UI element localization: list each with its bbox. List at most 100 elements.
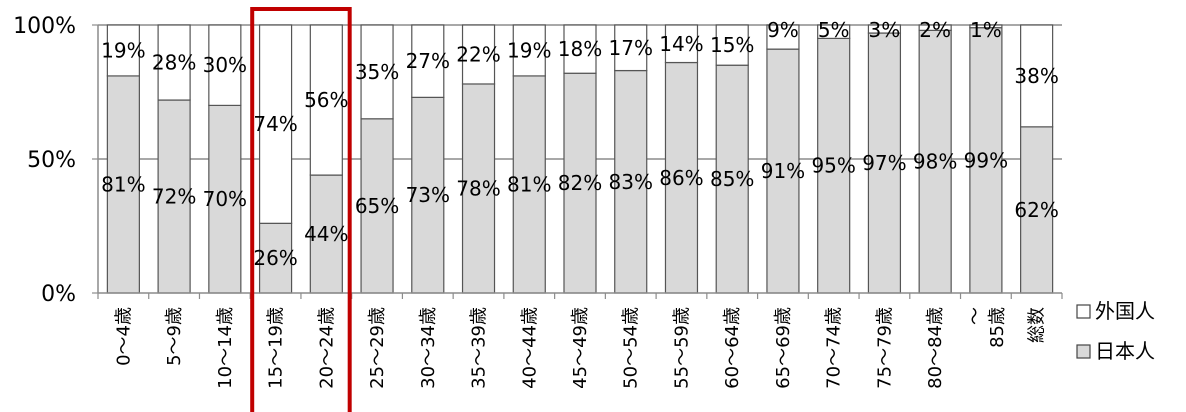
data-label-japanese: 62% — [1014, 198, 1058, 222]
bar-segment-foreign — [867, 24, 902, 34]
x-tick-labels: 0～4歳 5～9歳 10～14歳 15～19歳 20～24歳 25～29歳 30～34歳 35… — [113, 307, 1047, 389]
data-label-foreign: 38% — [1014, 64, 1058, 88]
data-label-foreign: 18% — [558, 37, 602, 61]
data-label-japanese: 44% — [304, 222, 348, 246]
bar-segment-foreign — [157, 24, 191, 101]
bar-segment-foreign — [360, 24, 394, 120]
data-label-foreign: 15% — [710, 33, 754, 57]
data-label-foreign: 14% — [659, 32, 703, 56]
data-label-japanese: 26% — [253, 246, 297, 270]
y-tick-label: 100% — [13, 14, 76, 39]
axes — [92, 24, 1063, 299]
bar-segment-japanese — [867, 32, 902, 294]
data-label-japanese: 73% — [406, 183, 450, 207]
data-label-foreign: 30% — [203, 53, 247, 77]
data-label-foreign: 17% — [609, 36, 653, 60]
x-tick-label: 15～19歳 — [266, 307, 287, 389]
bar-segment-japanese — [512, 75, 546, 294]
bar-segment-japanese — [664, 61, 699, 294]
x-tick-label: 65～69歳 — [773, 307, 794, 389]
bar-segment-foreign — [817, 24, 851, 39]
x-tick-label: 50～54歳 — [621, 307, 642, 389]
legend-label: 外国人 — [1095, 299, 1155, 323]
bar-segment-foreign — [563, 24, 597, 74]
x-tick-label: 25～29歳 — [367, 307, 388, 389]
x-tick-label: 20～24歳 — [316, 307, 337, 389]
data-label-foreign: 19% — [507, 38, 551, 62]
bar-segment-japanese — [461, 83, 496, 294]
data-label-foreign: 1% — [970, 18, 1002, 42]
bar-segment-japanese — [208, 104, 242, 294]
x-tick-label: 70～74歳 — [824, 307, 845, 389]
highlight-frame — [250, 7, 352, 412]
data-label-japanese: 86% — [659, 166, 703, 190]
bar-segment-foreign — [664, 24, 699, 64]
data-label-japanese: 97% — [862, 151, 906, 175]
highlight-box — [250, 7, 352, 412]
bar-segment-japanese — [411, 96, 445, 294]
data-label-japanese: 65% — [355, 194, 399, 218]
data-label-foreign: 5% — [818, 18, 850, 42]
bar-segment-japanese — [614, 69, 648, 294]
bar-segment-japanese — [157, 99, 191, 294]
bar-segment-japanese — [258, 222, 293, 294]
data-label-foreign: 74% — [253, 112, 297, 136]
legend-label: 日本人 — [1095, 339, 1155, 363]
data-label-japanese: 99% — [964, 148, 1008, 172]
data-label-japanese: 72% — [152, 185, 196, 209]
data-label-foreign: 22% — [456, 42, 500, 66]
x-tick-label: 75～79歳 — [874, 307, 895, 389]
x-tick-label: 60～64歳 — [722, 307, 743, 389]
data-label-foreign: 27% — [406, 49, 450, 73]
x-tick-label: 55～59歳 — [671, 307, 692, 389]
legend-swatch — [1076, 304, 1091, 319]
data-label-japanese: 83% — [609, 170, 653, 194]
data-label-japanese: 91% — [761, 159, 805, 183]
x-tick-label: 10～14歳 — [215, 307, 236, 389]
data-label-japanese: 70% — [203, 187, 247, 211]
x-tick-label: 0～4歳 — [113, 307, 134, 366]
bar-segment-japanese — [969, 27, 1003, 294]
data-label-japanese: 78% — [456, 176, 500, 200]
y-tick-labels: 0% 50% 100% — [13, 14, 76, 307]
bar-segment-foreign — [309, 24, 343, 176]
bar-segment-japanese — [360, 118, 394, 294]
bar-segment-foreign — [918, 24, 952, 31]
x-tick-label: 30～34歳 — [418, 307, 439, 389]
data-label-foreign: 28% — [152, 51, 196, 75]
data-label-japanese: 98% — [913, 150, 957, 174]
x-tick-label: 35～39歳 — [469, 307, 490, 389]
bar-segment-foreign — [258, 24, 293, 224]
y-tick-label: 0% — [41, 282, 76, 307]
bar-segment-japanese — [715, 64, 749, 294]
bar-segment-japanese — [817, 37, 851, 294]
bar-segment-foreign — [715, 24, 749, 66]
bar-segment-foreign — [461, 24, 496, 85]
bar-segment-foreign — [766, 24, 800, 50]
bar-segment-japanese — [106, 75, 140, 294]
bar-segment-foreign — [208, 24, 242, 107]
data-label-japanese: 82% — [558, 171, 602, 195]
data-label-japanese: 95% — [811, 154, 855, 178]
x-tick-label: ～85歳 — [965, 307, 1008, 348]
data-label-foreign: 35% — [355, 60, 399, 84]
data-labels: 81% 19% 72% 28% 70% 30% 26% 74% 44% 56% 65% 35% 73% 2… — [101, 18, 1059, 270]
data-label-foreign: 56% — [304, 88, 348, 112]
data-label-foreign: 19% — [101, 38, 145, 62]
bar-segment-foreign — [512, 24, 546, 77]
bar-segment-foreign — [614, 24, 648, 72]
bar-segment-foreign — [969, 24, 1003, 29]
bar-segment-foreign — [106, 24, 140, 77]
data-label-japanese: 85% — [710, 167, 754, 191]
bar-segment-foreign — [411, 24, 445, 98]
bar-segment-japanese — [766, 48, 800, 294]
x-tick-label: 総数 — [1027, 307, 1048, 343]
data-label-foreign: 9% — [767, 18, 799, 42]
x-tick-label: 45～49歳 — [570, 307, 591, 389]
y-tick-label: 50% — [27, 148, 76, 173]
x-tick-label: 80～84歳 — [925, 307, 946, 389]
data-label-foreign: 2% — [919, 18, 951, 42]
bars — [106, 24, 1054, 294]
